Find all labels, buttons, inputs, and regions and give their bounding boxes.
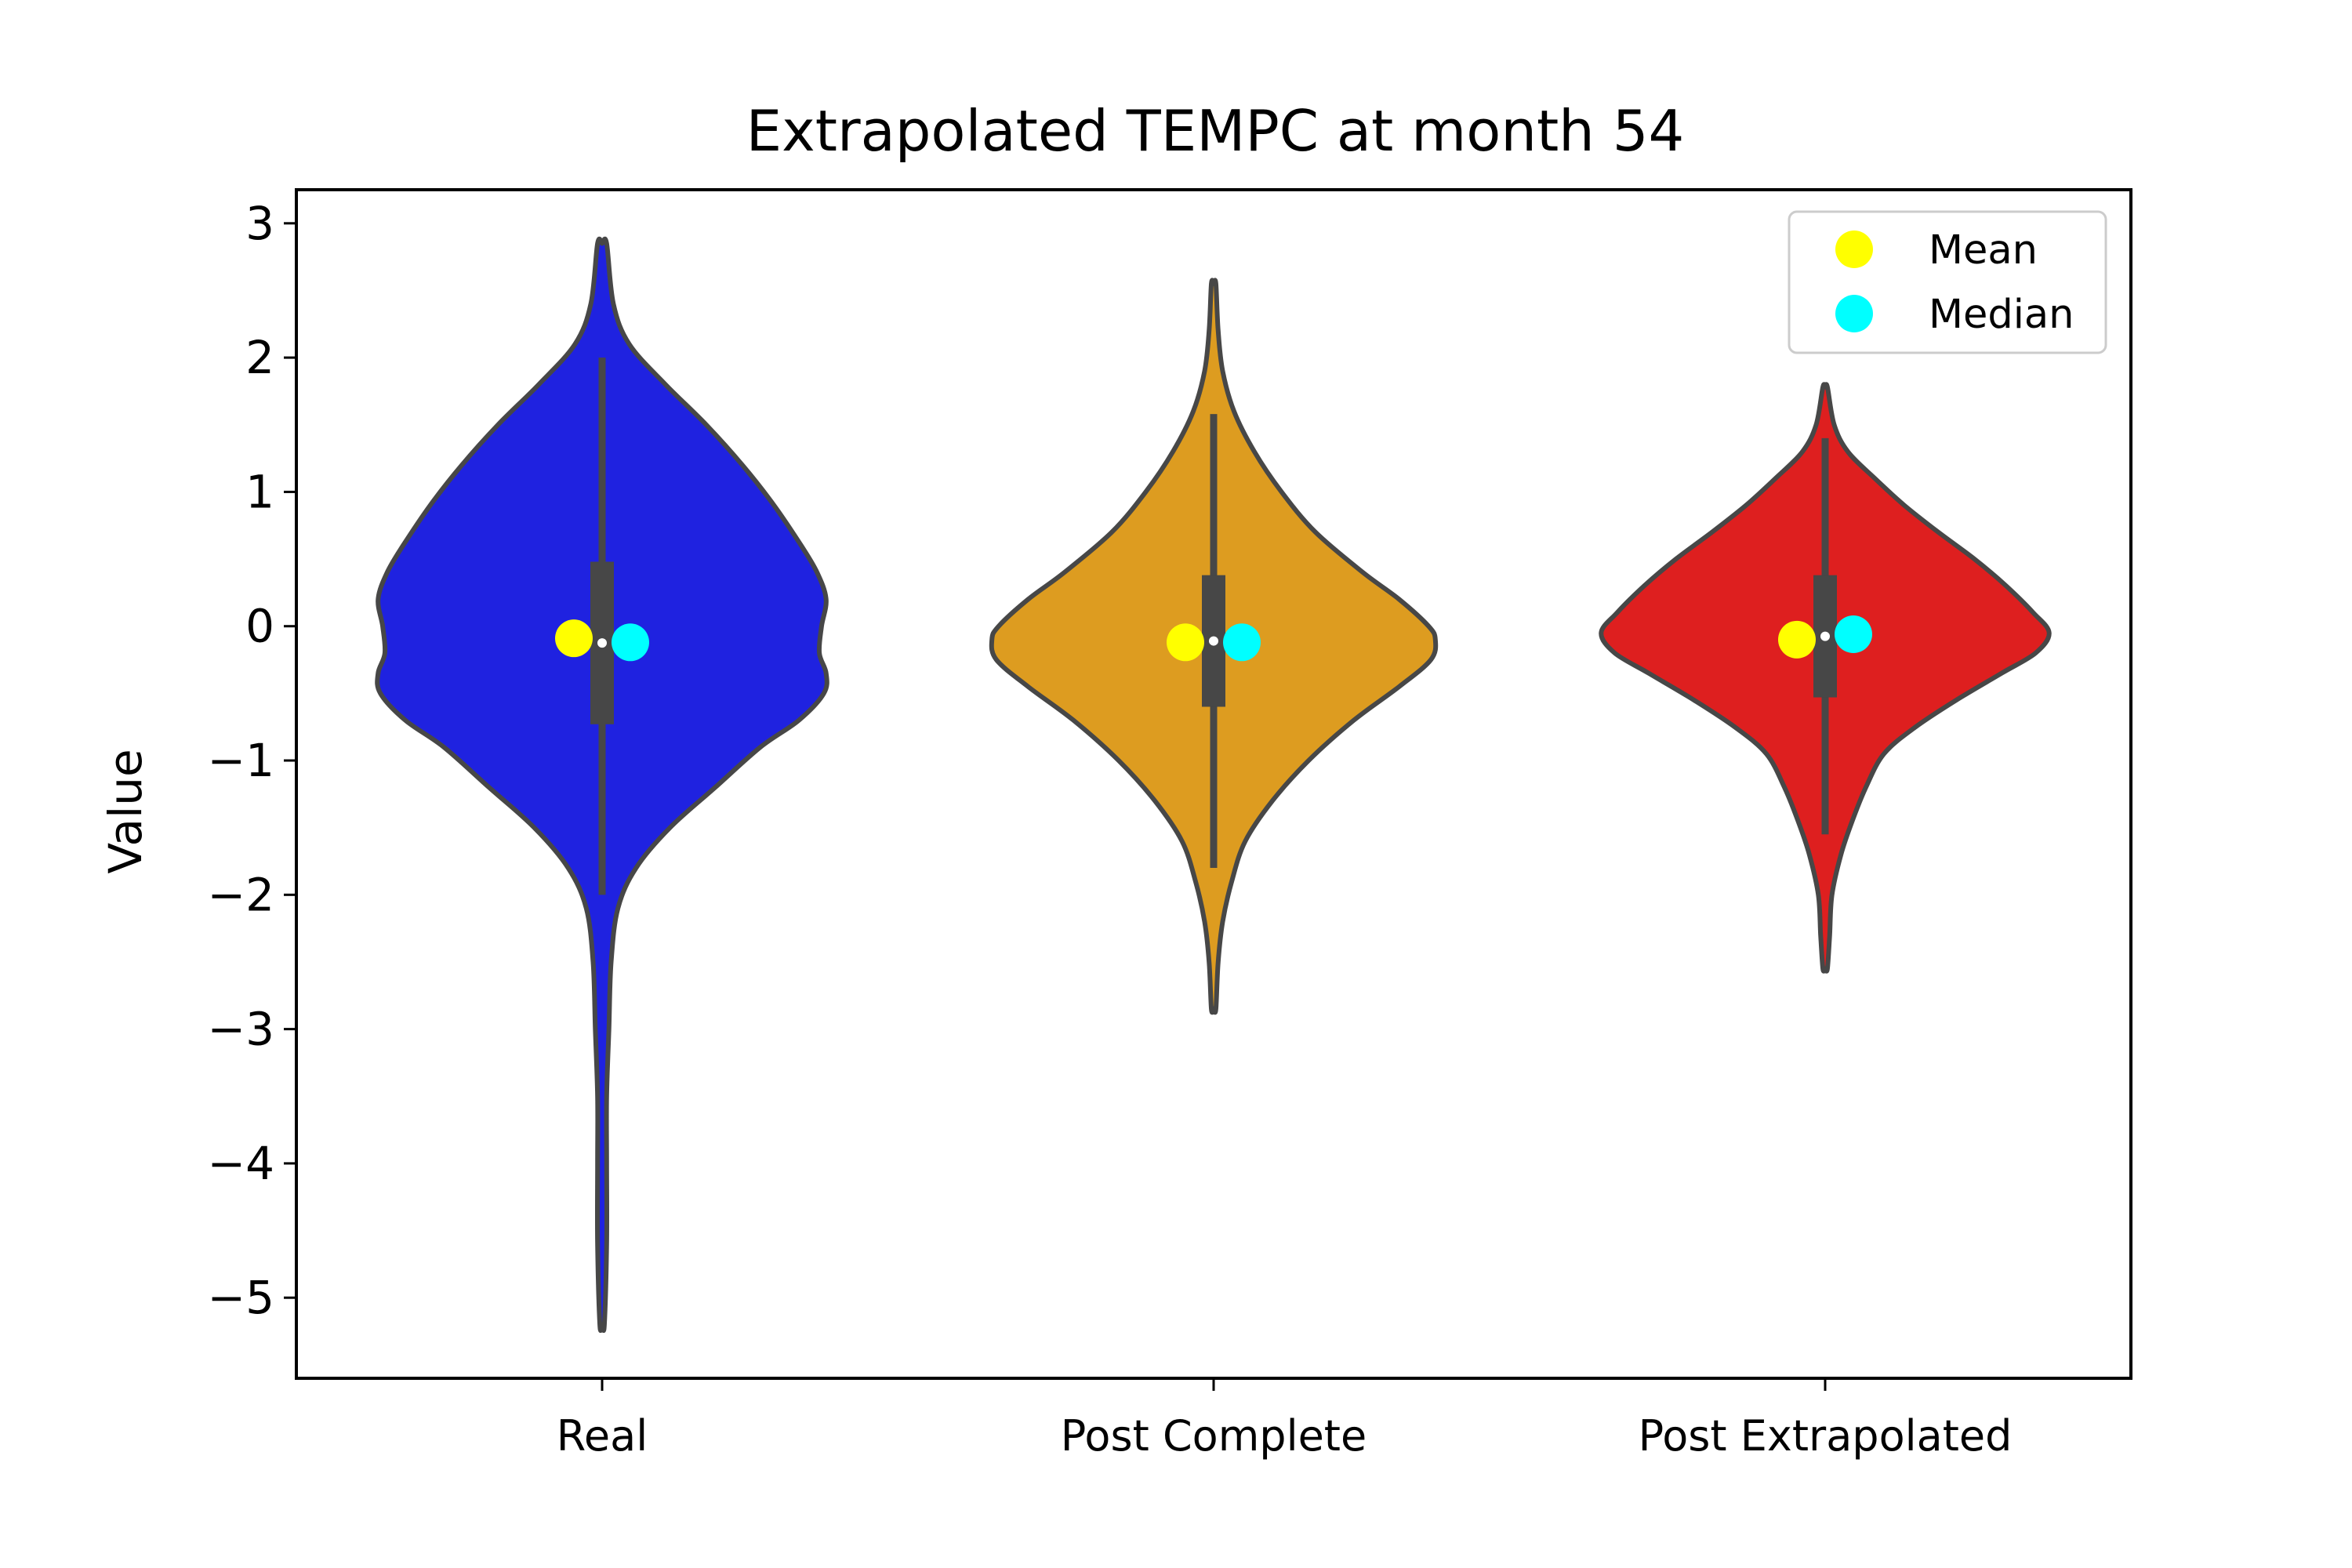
violin-center-dot-0 [597, 638, 607, 648]
y-tick-label: 0 [245, 600, 274, 653]
x-tick-label: Post Complete [1061, 1411, 1367, 1461]
y-tick-label: −2 [208, 868, 275, 921]
y-tick-label: −4 [208, 1137, 275, 1190]
x-tick-label: Real [557, 1411, 648, 1461]
median-marker-2 [1835, 615, 1872, 654]
legend: Mean Median [1788, 210, 2107, 354]
legend-marker-mean [1835, 230, 1873, 268]
y-tick-label: 1 [245, 465, 274, 518]
violin-center-dot-2 [1820, 631, 1830, 641]
mean-marker-0 [555, 619, 593, 658]
legend-label-median: Median [1929, 292, 2074, 338]
axes-layer: 3 2 1 0 −1 −2 −3 −4 −5 Real Post Complete Post Extr… [208, 188, 2132, 1461]
y-tick-label: −3 [208, 1003, 275, 1056]
y-axis-label: Value [99, 749, 152, 873]
mean-marker-2 [1778, 620, 1816, 659]
chart-title: Extrapolated TEMPC at month 54 [746, 98, 1685, 164]
y-tick-label: 2 [245, 331, 274, 384]
legend-label-mean: Mean [1929, 227, 2038, 274]
median-marker-1 [1223, 623, 1261, 662]
legend-marker-median [1835, 295, 1873, 332]
y-tick-label: −5 [208, 1271, 275, 1324]
violins-layer [375, 236, 2052, 1334]
x-tick-label: Post Extrapolated [1639, 1411, 2013, 1461]
y-tick-label: −1 [208, 734, 275, 787]
mean-marker-1 [1167, 623, 1204, 662]
violin-center-dot-1 [1209, 636, 1218, 646]
median-marker-0 [612, 623, 649, 662]
y-tick-label: 3 [245, 197, 274, 250]
